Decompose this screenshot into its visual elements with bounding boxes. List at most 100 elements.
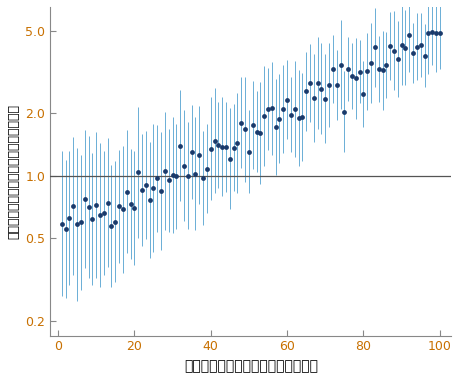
Point (367, 60, 374, 66)
Point (210, 138, 218, 144)
Point (180, 163, 187, 169)
Point (77, 219, 84, 225)
Y-axis label: 中央値に対する早発卵巣不全のオッズ比: 中央値に対する早発卵巣不全のオッズ比 (7, 104, 20, 239)
Point (230, 145, 237, 151)
Point (302, 89, 309, 95)
Point (359, 91, 366, 97)
Point (386, 43, 393, 49)
Point (66, 215, 73, 221)
Point (168, 172, 176, 178)
Point (268, 105, 275, 111)
Point (397, 42, 404, 48)
Point (84, 204, 92, 210)
Point (62, 226, 69, 233)
Point (150, 185, 157, 191)
Point (298, 114, 305, 120)
Point (416, 42, 424, 48)
Point (409, 50, 416, 56)
Point (294, 115, 302, 121)
Point (431, 30, 439, 36)
Point (412, 43, 420, 49)
Point (424, 30, 431, 36)
Point (96, 212, 103, 218)
Point (218, 144, 225, 150)
Point (336, 62, 343, 68)
Point (325, 82, 332, 88)
Point (142, 182, 149, 188)
Point (161, 168, 168, 174)
Point (112, 219, 119, 225)
Point (309, 95, 317, 101)
Point (195, 152, 202, 158)
Point (347, 73, 355, 79)
Point (245, 149, 252, 155)
Point (321, 95, 328, 101)
Point (252, 128, 260, 135)
Point (184, 173, 191, 179)
Point (214, 142, 222, 148)
Point (363, 68, 370, 74)
Point (291, 106, 298, 112)
Point (58, 221, 65, 227)
Point (104, 200, 111, 206)
Point (207, 146, 214, 152)
Point (73, 222, 81, 228)
Point (306, 80, 313, 86)
Point (191, 171, 199, 177)
Point (393, 56, 401, 62)
Point (344, 66, 351, 72)
Point (146, 197, 153, 203)
Point (176, 142, 184, 149)
Point (107, 223, 115, 229)
Point (199, 175, 207, 181)
Point (81, 196, 88, 202)
Point (165, 177, 172, 184)
Point (378, 67, 386, 73)
Point (275, 116, 283, 122)
Point (172, 173, 179, 179)
Point (317, 86, 325, 92)
Point (390, 48, 397, 54)
Point (226, 155, 233, 162)
Point (352, 75, 359, 81)
Point (100, 210, 107, 216)
Point (382, 62, 389, 68)
X-axis label: ポリジェニック・スコアの百分位数: ポリジェニック・スコアの百分位数 (184, 359, 317, 373)
Point (401, 44, 408, 51)
Point (405, 32, 412, 38)
Point (188, 149, 195, 155)
Point (153, 175, 161, 181)
Point (115, 203, 123, 209)
Point (92, 202, 100, 208)
Point (203, 166, 210, 172)
Point (374, 66, 381, 72)
Point (271, 124, 279, 130)
Point (286, 112, 294, 118)
Point (119, 206, 126, 212)
Point (222, 144, 229, 150)
Point (69, 203, 77, 209)
Point (241, 126, 248, 132)
Point (264, 106, 271, 112)
Point (256, 130, 263, 136)
Point (428, 28, 435, 35)
Point (313, 80, 321, 86)
Point (123, 189, 130, 195)
Point (89, 216, 96, 222)
Point (283, 97, 290, 103)
Point (134, 169, 141, 175)
Point (260, 113, 267, 119)
Point (233, 139, 241, 146)
Point (157, 188, 164, 194)
Point (435, 30, 442, 36)
Point (370, 44, 378, 51)
Point (127, 201, 134, 207)
Point (420, 53, 427, 59)
Point (130, 205, 138, 211)
Point (340, 109, 347, 115)
Point (279, 106, 286, 112)
Point (248, 122, 256, 128)
Point (329, 66, 336, 72)
Point (355, 69, 363, 75)
Point (237, 120, 245, 126)
